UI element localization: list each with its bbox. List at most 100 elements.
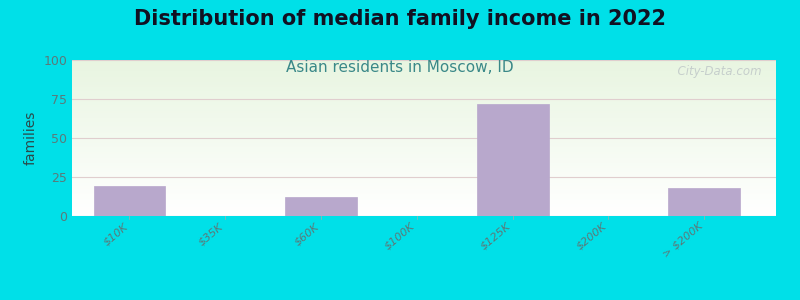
Bar <box>72 107 776 108</box>
Bar <box>72 164 776 166</box>
Text: Distribution of median family income in 2022: Distribution of median family income in … <box>134 9 666 29</box>
Bar <box>72 85 776 86</box>
Bar <box>72 116 776 118</box>
Text: City-Data.com: City-Data.com <box>670 65 762 78</box>
Bar <box>72 140 776 141</box>
Bar <box>668 188 740 216</box>
Bar <box>72 203 776 205</box>
Bar <box>72 61 776 63</box>
Bar <box>72 196 776 197</box>
Bar <box>72 178 776 180</box>
Bar <box>72 74 776 76</box>
Bar <box>72 211 776 213</box>
Bar <box>72 112 776 113</box>
Bar <box>72 186 776 188</box>
Bar <box>72 161 776 163</box>
Bar <box>72 127 776 129</box>
Bar <box>72 99 776 100</box>
Bar <box>72 76 776 77</box>
Bar <box>72 65 776 66</box>
Bar <box>72 163 776 164</box>
Bar <box>72 168 776 169</box>
Bar <box>72 143 776 144</box>
Bar <box>72 191 776 193</box>
Bar <box>72 135 776 136</box>
Bar <box>72 129 776 130</box>
Bar <box>72 119 776 121</box>
Bar <box>72 207 776 208</box>
Bar <box>72 171 776 172</box>
Y-axis label: families: families <box>24 111 38 165</box>
Bar <box>72 146 776 147</box>
Bar <box>72 98 776 99</box>
Bar <box>72 118 776 119</box>
Bar <box>72 158 776 160</box>
Bar <box>72 176 776 177</box>
Bar <box>72 80 776 82</box>
Bar <box>72 183 776 185</box>
Bar <box>72 121 776 122</box>
Bar <box>72 108 776 110</box>
Bar <box>72 90 776 91</box>
Bar <box>72 185 776 186</box>
Bar <box>72 193 776 194</box>
Bar <box>72 124 776 125</box>
Bar <box>72 83 776 85</box>
Bar <box>72 172 776 174</box>
Bar <box>72 122 776 124</box>
Bar <box>72 86 776 88</box>
Bar <box>72 60 776 61</box>
Bar <box>72 113 776 115</box>
Bar <box>72 73 776 74</box>
Bar <box>72 94 776 96</box>
Bar <box>72 208 776 210</box>
Bar <box>72 160 776 161</box>
Bar <box>72 205 776 207</box>
Bar <box>72 174 776 176</box>
Bar <box>72 197 776 199</box>
Bar <box>72 154 776 155</box>
Bar <box>72 210 776 211</box>
Bar <box>72 133 776 135</box>
Bar <box>72 141 776 143</box>
Bar <box>72 96 776 98</box>
Bar <box>72 91 776 93</box>
Bar <box>72 151 776 152</box>
Bar <box>72 100 776 102</box>
Bar <box>72 77 776 79</box>
Bar <box>72 125 776 127</box>
Bar <box>72 213 776 214</box>
Bar <box>72 71 776 73</box>
Bar <box>72 149 776 151</box>
Bar <box>72 93 776 94</box>
Bar <box>72 138 776 140</box>
Bar <box>72 177 776 178</box>
Bar <box>72 102 776 104</box>
Bar <box>72 194 776 196</box>
Bar <box>72 115 776 116</box>
Bar <box>72 82 776 83</box>
Bar <box>72 136 776 138</box>
Bar <box>285 197 357 216</box>
Bar <box>72 88 776 90</box>
Bar <box>72 199 776 200</box>
Bar <box>72 152 776 154</box>
Bar <box>72 69 776 71</box>
Bar <box>72 214 776 216</box>
Bar <box>72 157 776 158</box>
Bar <box>72 200 776 202</box>
Text: Asian residents in Moscow, ID: Asian residents in Moscow, ID <box>286 60 514 75</box>
Bar <box>72 147 776 149</box>
Bar <box>72 63 776 65</box>
Bar <box>72 144 776 146</box>
Bar <box>72 202 776 203</box>
Bar <box>72 182 776 183</box>
Bar <box>72 155 776 157</box>
Bar <box>72 104 776 105</box>
Bar <box>72 180 776 182</box>
Bar <box>477 104 549 216</box>
Bar <box>72 66 776 68</box>
Bar <box>72 68 776 69</box>
Bar <box>72 79 776 80</box>
Bar <box>72 188 776 190</box>
